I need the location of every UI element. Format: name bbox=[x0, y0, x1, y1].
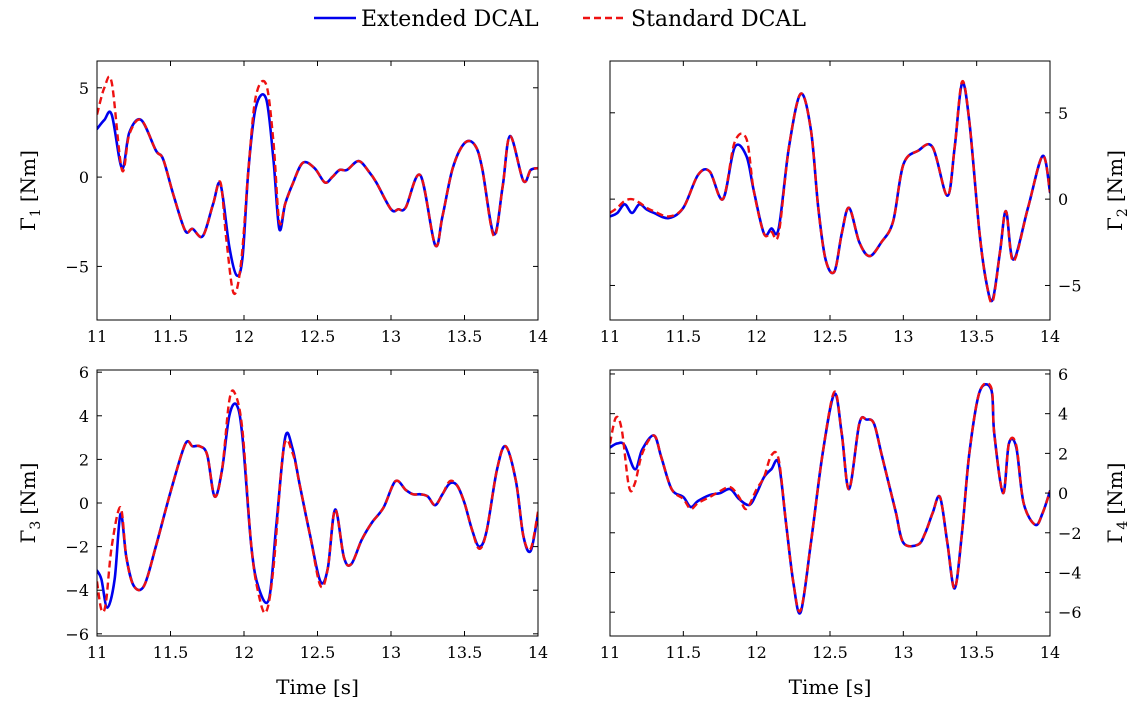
y-axis-title: Γ2 [Nm] bbox=[1103, 150, 1131, 231]
y-axis-title: Γ3 [Nm] bbox=[16, 463, 44, 544]
y-tick-label: 0 bbox=[79, 494, 89, 513]
y-tick-label: −4 bbox=[1058, 563, 1082, 582]
x-tick-label: 12 bbox=[746, 643, 766, 662]
y-tick-label: −5 bbox=[1058, 276, 1082, 295]
x-tick-label: 12 bbox=[234, 643, 254, 662]
y-tick-label: 4 bbox=[1058, 405, 1068, 424]
x-tick-label: 13.5 bbox=[447, 327, 483, 346]
x-tick-label: 13 bbox=[381, 327, 401, 346]
x-tick-label: 14 bbox=[528, 643, 548, 662]
y-tick-label: 6 bbox=[1058, 365, 1068, 384]
x-tick-label: 11 bbox=[600, 327, 620, 346]
y-axis-subscript: 1 bbox=[28, 208, 44, 217]
y-axis-unit: [Nm] bbox=[1103, 150, 1127, 202]
x-tick-label: 11 bbox=[87, 643, 107, 662]
x-tick-label: 12.5 bbox=[812, 643, 848, 662]
x-tick-label: 11.5 bbox=[153, 327, 189, 346]
legend-label-standard-dcal: Standard DCAL bbox=[631, 7, 806, 32]
x-tick-label: 14 bbox=[528, 327, 548, 346]
y-tick-label: −2 bbox=[1058, 524, 1082, 543]
y-axis-symbol: Γ bbox=[16, 529, 40, 543]
y-tick-label: −6 bbox=[1058, 603, 1082, 622]
x-tick-label: 13 bbox=[381, 643, 401, 662]
y-axis-title: Γ1 [Nm] bbox=[16, 150, 44, 231]
y-tick-label: 0 bbox=[79, 168, 89, 187]
y-tick-label: −6 bbox=[65, 625, 89, 644]
series-line-extended-dcal bbox=[97, 93, 538, 278]
y-tick-label: 4 bbox=[79, 407, 89, 426]
x-tick-label: 11 bbox=[87, 327, 107, 346]
x-tick-label: 14 bbox=[1040, 327, 1060, 346]
x-tick-label: 12 bbox=[746, 327, 766, 346]
plot-frame bbox=[96, 60, 539, 321]
x-tick-label: 13 bbox=[893, 327, 913, 346]
plot-frame bbox=[609, 60, 1051, 321]
x-tick-label: 11 bbox=[600, 643, 620, 662]
x-tick-label: 13.5 bbox=[959, 327, 995, 346]
y-axis-subscript: 3 bbox=[28, 521, 44, 530]
subplot-1: 11 11.5 12 12.5 13 13.5 14 −5 0 5 Γ1 [Nm] bbox=[16, 60, 548, 346]
y-tick-label: 6 bbox=[79, 363, 89, 382]
subplot-3: 11 11.5 12 12.5 13 13.5 14 −6 −4 −2 0 2 4 6 Γ3 [Nm] Time… bbox=[16, 363, 548, 699]
x-tick-label: 12.5 bbox=[812, 327, 848, 346]
x-tick-label: 11.5 bbox=[666, 327, 702, 346]
x-tick-label: 14 bbox=[1040, 643, 1060, 662]
series-line-extended-dcal bbox=[610, 383, 1050, 615]
plot-frame bbox=[96, 369, 539, 637]
y-axis-symbol: Γ bbox=[16, 217, 40, 231]
y-tick-label: −5 bbox=[65, 257, 89, 276]
y-axis-subscript: 2 bbox=[1115, 208, 1131, 217]
y-tick-label: −2 bbox=[65, 538, 89, 557]
y-axis-symbol: Γ bbox=[1103, 217, 1127, 231]
series-line-standard-dcal bbox=[610, 79, 1050, 304]
subplot-2: 11 11.5 12 12.5 13 13.5 14 −5 0 5 Γ2 [Nm] bbox=[600, 60, 1131, 346]
y-axis-symbol: Γ bbox=[1103, 529, 1127, 543]
subplot-4: 11 11.5 12 12.5 13 13.5 14−6−4−20246Γ4[Nm]Time… bbox=[600, 365, 1131, 699]
x-axis-title: Time [s] bbox=[789, 675, 872, 699]
series-line-standard-dcal bbox=[97, 75, 538, 296]
x-axis-title: Time [s] bbox=[276, 675, 359, 699]
y-tick-label: 5 bbox=[79, 79, 89, 98]
series-line-standard-dcal bbox=[97, 389, 538, 615]
x-tick-label: 11.5 bbox=[666, 643, 702, 662]
x-tick-label: 12.5 bbox=[300, 643, 336, 662]
y-tick-label: 2 bbox=[79, 450, 89, 469]
x-tick-label: 12 bbox=[234, 327, 254, 346]
y-axis-unit: [Nm] bbox=[16, 150, 40, 202]
y-tick-label: −4 bbox=[65, 581, 89, 600]
y-tick-label: 0 bbox=[1058, 484, 1068, 503]
y-axis-title: Γ4 [Nm] bbox=[1103, 463, 1131, 544]
x-tick-label: 13.5 bbox=[959, 643, 995, 662]
x-tick-label: 13.5 bbox=[447, 643, 483, 662]
y-tick-label: 2 bbox=[1058, 444, 1068, 463]
y-axis-unit: [Nm] bbox=[1103, 463, 1127, 515]
y-axis-subscript: 4 bbox=[1115, 521, 1131, 530]
legend-label-extended-dcal: Extended DCAL bbox=[361, 7, 539, 32]
x-tick-label: 11.5 bbox=[153, 643, 189, 662]
x-tick-label: 12.5 bbox=[300, 327, 336, 346]
y-tick-label: 0 bbox=[1058, 190, 1068, 209]
series-line-standard-dcal bbox=[610, 381, 1050, 613]
y-axis-unit: [Nm] bbox=[16, 463, 40, 515]
y-tick-label: 5 bbox=[1058, 104, 1068, 123]
legend: Extended DCAL Standard DCAL bbox=[314, 7, 806, 32]
x-tick-label: 13 bbox=[893, 643, 913, 662]
